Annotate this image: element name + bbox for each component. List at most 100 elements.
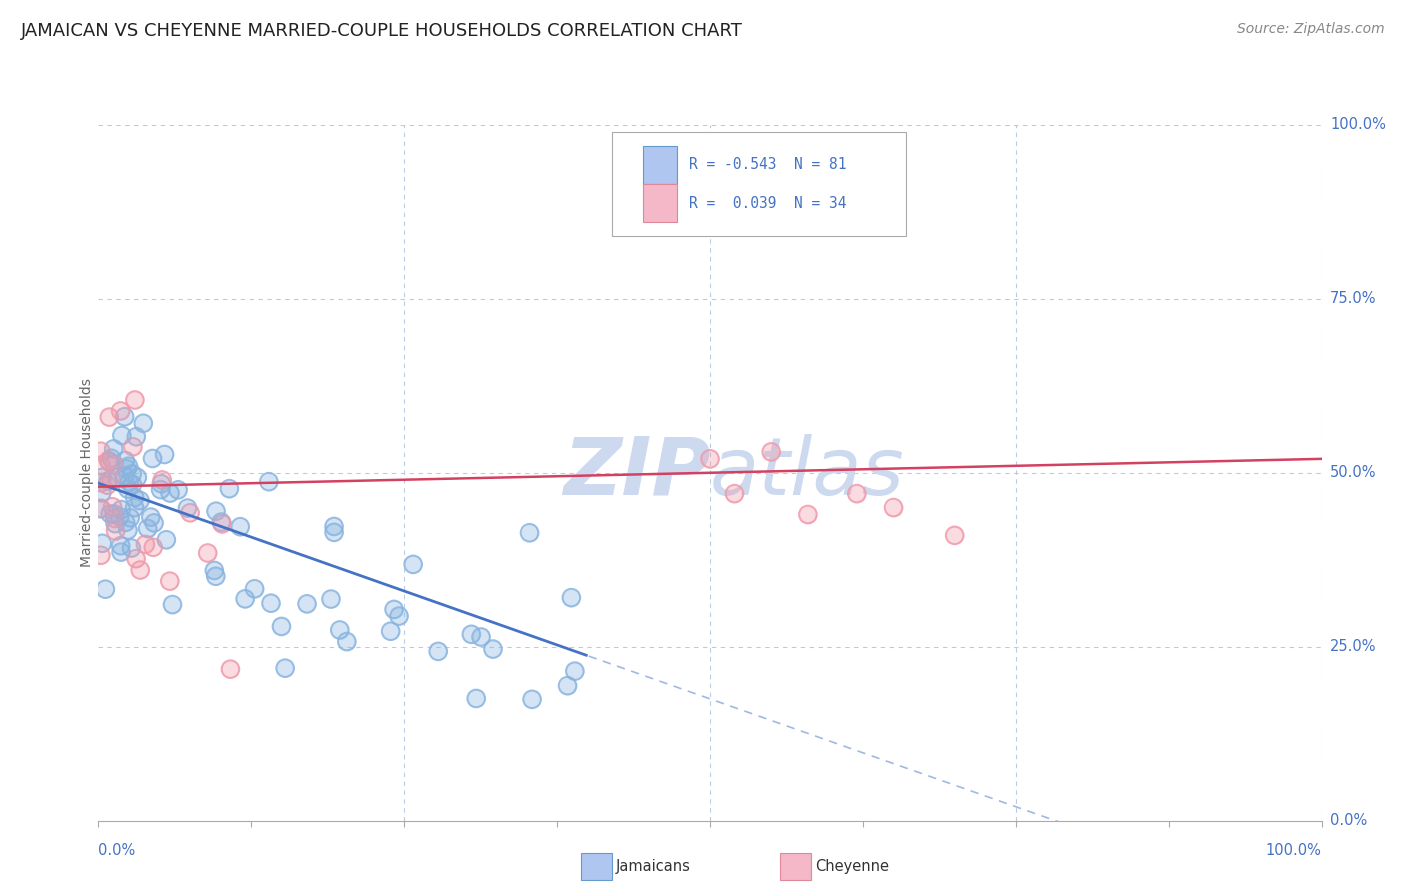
- Point: [114, 516, 136, 530]
- Point: [141, 451, 163, 466]
- Text: ZIP: ZIP: [562, 434, 710, 512]
- Text: 50.0%: 50.0%: [1330, 466, 1376, 480]
- Point: [114, 453, 136, 467]
- Point: [167, 483, 190, 497]
- Point: [90, 458, 112, 473]
- Point: [519, 525, 541, 540]
- Point: [329, 623, 352, 637]
- Point: [101, 500, 124, 514]
- Point: [153, 448, 176, 462]
- Point: [104, 511, 127, 525]
- Text: JAMAICAN VS CHEYENNE MARRIED-COUPLE HOUSEHOLDS CORRELATION CHART: JAMAICAN VS CHEYENNE MARRIED-COUPLE HOUS…: [21, 22, 742, 40]
- Point: [150, 476, 173, 491]
- Point: [211, 516, 233, 531]
- Point: [274, 661, 297, 675]
- Point: [155, 533, 177, 547]
- Point: [723, 486, 745, 500]
- Point: [134, 537, 156, 551]
- Point: [110, 539, 132, 553]
- Point: [883, 500, 905, 515]
- Point: [120, 541, 142, 555]
- Point: [382, 602, 405, 616]
- Point: [90, 485, 112, 500]
- Point: [159, 574, 181, 588]
- Point: [103, 457, 125, 471]
- Point: [118, 475, 141, 490]
- Point: [110, 404, 132, 418]
- Point: [211, 516, 233, 531]
- Point: [204, 569, 226, 583]
- Point: [233, 591, 256, 606]
- Point: [336, 634, 359, 648]
- Text: Cheyenne: Cheyenne: [815, 859, 890, 873]
- Point: [520, 692, 543, 706]
- Point: [202, 564, 225, 578]
- Point: [97, 474, 120, 488]
- Point: [557, 679, 579, 693]
- Point: [143, 516, 166, 530]
- Point: [97, 474, 120, 488]
- Point: [98, 507, 121, 521]
- Point: [121, 467, 143, 481]
- Point: [319, 592, 342, 607]
- Point: [761, 215, 783, 229]
- Point: [127, 470, 149, 484]
- Point: [159, 486, 181, 500]
- Point: [460, 627, 482, 641]
- Point: [845, 486, 868, 500]
- Point: [117, 459, 139, 474]
- Point: [114, 516, 136, 530]
- Point: [108, 509, 131, 524]
- Point: [96, 478, 118, 492]
- Point: [380, 624, 402, 639]
- FancyBboxPatch shape: [612, 132, 905, 236]
- Point: [90, 458, 112, 473]
- Point: [519, 525, 541, 540]
- Point: [260, 596, 283, 610]
- Text: atlas: atlas: [710, 434, 905, 512]
- Point: [124, 500, 146, 515]
- Point: [125, 430, 148, 444]
- Point: [943, 528, 966, 542]
- Point: [100, 473, 122, 487]
- Point: [883, 500, 905, 515]
- Point: [270, 619, 292, 633]
- Point: [243, 582, 266, 596]
- Point: [295, 597, 318, 611]
- Point: [136, 522, 159, 536]
- Point: [96, 478, 118, 492]
- Point: [132, 416, 155, 430]
- Point: [209, 515, 232, 529]
- Point: [91, 470, 114, 484]
- Point: [129, 493, 152, 508]
- Point: [204, 569, 226, 583]
- Point: [162, 598, 184, 612]
- Point: [197, 546, 219, 560]
- Point: [460, 627, 482, 641]
- Point: [233, 591, 256, 606]
- Text: 0.0%: 0.0%: [98, 843, 135, 858]
- Point: [90, 485, 112, 500]
- Point: [90, 475, 112, 490]
- Point: [319, 592, 342, 607]
- Point: [90, 501, 112, 516]
- Point: [465, 691, 488, 706]
- FancyBboxPatch shape: [643, 184, 678, 222]
- Text: 0.0%: 0.0%: [1330, 814, 1367, 828]
- Point: [114, 469, 136, 483]
- Point: [104, 524, 127, 538]
- Point: [699, 451, 721, 466]
- Point: [120, 510, 142, 524]
- Point: [323, 519, 346, 533]
- Point: [117, 523, 139, 537]
- Point: [943, 528, 966, 542]
- Point: [101, 500, 124, 514]
- Point: [118, 475, 141, 490]
- Point: [197, 546, 219, 560]
- Point: [162, 598, 184, 612]
- Point: [121, 477, 143, 491]
- Point: [470, 630, 492, 644]
- Point: [124, 500, 146, 515]
- Point: [114, 469, 136, 483]
- Point: [564, 664, 586, 678]
